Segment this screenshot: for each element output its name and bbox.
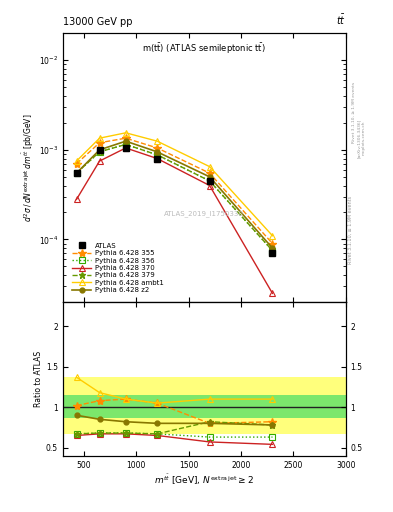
Pythia 6.428 355 xyxy=(97,140,102,146)
Pythia 6.428 356 xyxy=(155,152,160,158)
Y-axis label: Ratio to ATLAS: Ratio to ATLAS xyxy=(34,351,43,407)
Y-axis label: $d^2\sigma\,/\,dN^{\rm extra\,jet}\,dm^{t\bar{t}}$ [pb/GeV]: $d^2\sigma\,/\,dN^{\rm extra\,jet}\,dm^{… xyxy=(20,114,36,222)
Pythia 6.428 356 xyxy=(97,149,102,155)
Text: mcplots.cern.ch: mcplots.cern.ch xyxy=(362,121,366,156)
Pythia 6.428 355 xyxy=(155,145,160,151)
Pythia 6.428 356 xyxy=(123,141,128,147)
Text: $t\bar{t}$: $t\bar{t}$ xyxy=(336,12,346,27)
ATLAS xyxy=(207,178,212,184)
Line: Pythia 6.428 356: Pythia 6.428 356 xyxy=(74,142,275,253)
Legend: ATLAS, Pythia 6.428 355, Pythia 6.428 356, Pythia 6.428 370, Pythia 6.428 379, P: ATLAS, Pythia 6.428 355, Pythia 6.428 35… xyxy=(69,240,167,296)
Text: [arXiv:1306.3436]: [arXiv:1306.3436] xyxy=(357,119,361,158)
Line: Pythia 6.428 370: Pythia 6.428 370 xyxy=(73,145,275,296)
Pythia 6.428 379 xyxy=(207,178,212,184)
Line: Pythia 6.428 379: Pythia 6.428 379 xyxy=(73,141,276,254)
Line: Pythia 6.428 z2: Pythia 6.428 z2 xyxy=(74,139,275,250)
Line: Pythia 6.428 ambt1: Pythia 6.428 ambt1 xyxy=(73,130,276,239)
ATLAS xyxy=(155,156,160,162)
Pythia 6.428 370 xyxy=(97,158,102,164)
Pythia 6.428 370 xyxy=(270,290,275,296)
Pythia 6.428 379 xyxy=(270,248,275,254)
Pythia 6.428 z2 xyxy=(207,174,212,180)
Pythia 6.428 356 xyxy=(207,178,212,184)
Line: Pythia 6.428 355: Pythia 6.428 355 xyxy=(72,134,277,248)
Bar xyxy=(63,395,346,418)
Text: 13000 GeV pp: 13000 GeV pp xyxy=(63,16,132,27)
Pythia 6.428 370 xyxy=(123,145,128,151)
Pythia 6.428 370 xyxy=(207,182,212,188)
Pythia 6.428 ambt1 xyxy=(207,163,212,169)
Bar xyxy=(63,377,346,434)
Pythia 6.428 ambt1 xyxy=(270,232,275,239)
ATLAS xyxy=(123,145,128,151)
Pythia 6.428 379 xyxy=(74,170,79,176)
Pythia 6.428 355 xyxy=(207,170,212,176)
Pythia 6.428 379 xyxy=(123,141,128,147)
Pythia 6.428 z2 xyxy=(74,170,79,176)
Pythia 6.428 356 xyxy=(74,170,79,176)
Text: $\rm m(t\bar{t})\ (ATLAS\ semileptonic\ t\bar{t})$: $\rm m(t\bar{t})\ (ATLAS\ semileptonic\ … xyxy=(142,41,266,56)
Pythia 6.428 379 xyxy=(155,152,160,158)
Text: Rivet 3.1.10, ≥ 1.9M events: Rivet 3.1.10, ≥ 1.9M events xyxy=(348,196,353,265)
Pythia 6.428 356 xyxy=(270,248,275,254)
Pythia 6.428 355 xyxy=(270,241,275,247)
ATLAS xyxy=(74,170,79,176)
ATLAS xyxy=(97,147,102,153)
ATLAS xyxy=(270,250,275,257)
Pythia 6.428 379 xyxy=(97,149,102,155)
Line: ATLAS: ATLAS xyxy=(73,145,275,257)
Pythia 6.428 z2 xyxy=(123,138,128,144)
Text: ATLAS_2019_I1750330: ATLAS_2019_I1750330 xyxy=(164,210,244,217)
Pythia 6.428 370 xyxy=(155,156,160,162)
Pythia 6.428 ambt1 xyxy=(97,135,102,141)
Text: Rivet 3.1.10, ≥ 1.9M events: Rivet 3.1.10, ≥ 1.9M events xyxy=(352,82,356,143)
Pythia 6.428 z2 xyxy=(155,149,160,155)
Pythia 6.428 ambt1 xyxy=(155,138,160,144)
X-axis label: $m^{t\bar{t}}$ [GeV], $N^{\rm extra\,jet} \geq 2$: $m^{t\bar{t}}$ [GeV], $N^{\rm extra\,jet… xyxy=(154,472,254,487)
Pythia 6.428 370 xyxy=(74,196,79,202)
Pythia 6.428 355 xyxy=(74,161,79,167)
Pythia 6.428 z2 xyxy=(97,147,102,153)
Pythia 6.428 z2 xyxy=(270,245,275,251)
Pythia 6.428 ambt1 xyxy=(74,158,79,164)
Pythia 6.428 ambt1 xyxy=(123,130,128,136)
Pythia 6.428 355 xyxy=(123,135,128,141)
